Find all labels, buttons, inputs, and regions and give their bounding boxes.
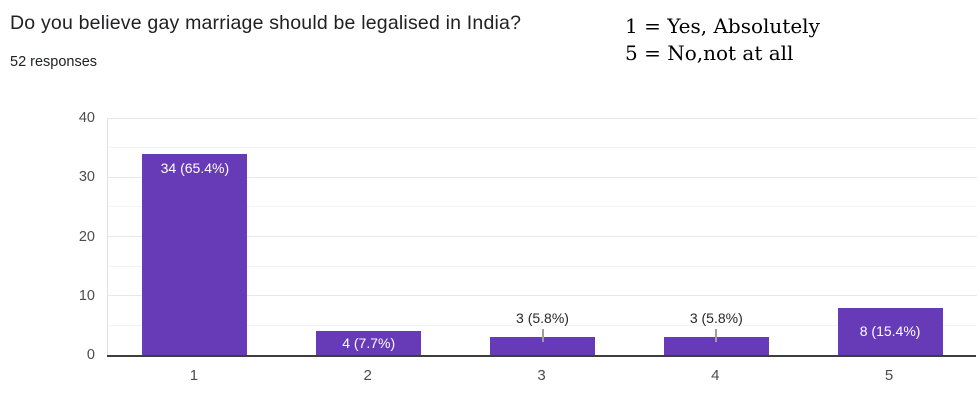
label-leader-line <box>715 329 718 343</box>
x-axis-line <box>107 355 976 357</box>
y-tick-label-0: 0 <box>86 347 95 363</box>
gridline-40 <box>108 117 977 119</box>
bar-value-label: 4 (7.7%) <box>342 334 396 351</box>
x-tick-label-4: 4 <box>711 367 720 384</box>
x-tick-label-2: 2 <box>363 367 372 384</box>
y-tick-label-10: 10 <box>78 287 95 304</box>
bar-3 <box>490 337 595 355</box>
bar-1: 34 (65.4%) <box>142 153 248 355</box>
scale-legend-line-2: 5 = No,not at all <box>625 40 794 65</box>
gridline-25 <box>108 206 977 208</box>
responses-count: 52 responses <box>10 54 98 70</box>
y-tick-label-20: 20 <box>78 228 95 245</box>
question-title: Do you believe gay marriage should be le… <box>10 12 522 34</box>
x-tick-label-3: 3 <box>537 367 546 384</box>
bar-5: 8 (15.4%) <box>837 307 943 355</box>
gridline-15 <box>108 265 977 267</box>
bar-value-label: 34 (65.4%) <box>160 159 230 176</box>
plot-area: 34 (65.4%) 4 (7.7%) 3 (5.8%) 3 (5.8%) 8 (15.… <box>107 117 977 355</box>
gridline-35 <box>108 147 977 149</box>
gridline-20 <box>108 236 977 237</box>
scale-legend-line-1: 1 = Yes, Absolutely <box>625 14 820 38</box>
scale-legend-note: 1 = Yes, Absolutely 5 = No,not at all <box>625 13 820 66</box>
x-tick-label-5: 5 <box>884 367 894 384</box>
x-tick-label-1: 1 <box>189 367 199 384</box>
bar-2: 4 (7.7%) <box>316 331 422 355</box>
y-tick-label-30: 30 <box>78 169 95 186</box>
bar-value-label: 3 (5.8%) <box>516 310 569 327</box>
gridline-30 <box>108 176 977 178</box>
gridline-10 <box>108 295 977 297</box>
label-leader-line <box>541 329 544 343</box>
gridline-5 <box>108 324 977 326</box>
y-tick-label-40: 40 <box>78 110 95 126</box>
bar-value-label: 8 (15.4%) <box>859 322 921 339</box>
bar-4 <box>663 337 769 355</box>
bar-value-label: 3 (5.8%) <box>689 310 743 327</box>
